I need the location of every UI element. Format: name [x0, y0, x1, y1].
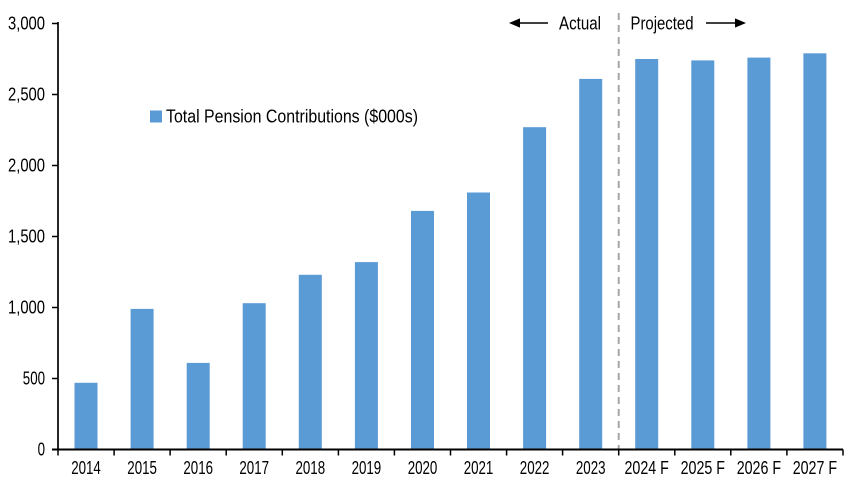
y-tick-label: 1,500 — [8, 227, 45, 247]
bar-2027-f — [803, 53, 827, 450]
y-tick-label: 3,000 — [8, 14, 45, 34]
bar-2014 — [74, 382, 98, 450]
projected-label: Projected — [631, 14, 694, 34]
actual-arrow-head-icon — [509, 18, 520, 28]
x-tick-label: 2022 — [520, 458, 550, 478]
legend-marker-icon — [150, 110, 162, 123]
bar-2015 — [130, 308, 154, 450]
x-tick-label: 2015 — [127, 458, 157, 478]
x-tick-label: 2023 — [576, 458, 606, 478]
x-tick-label: 2020 — [408, 458, 438, 478]
y-tick-label: 2,000 — [8, 156, 45, 176]
x-tick-label: 2019 — [352, 458, 382, 478]
axes-layer: 2014 2015 2016 2017 2018 2019 2020 2021 2022 2023… — [8, 14, 844, 478]
bar-2016 — [186, 362, 210, 450]
x-tick-label: 2026 F — [737, 458, 781, 478]
y-tick-label: 1,000 — [8, 298, 45, 318]
bar-2022 — [523, 127, 547, 450]
bar-2026-f — [747, 57, 771, 450]
x-tick-label: 2017 — [239, 458, 269, 478]
x-tick-label: 2025 F — [681, 458, 725, 478]
actual-label: Actual — [559, 14, 601, 34]
bars-layer — [74, 53, 827, 450]
x-tick-label: 2014 — [71, 458, 101, 478]
y-tick-label: 2,500 — [8, 85, 45, 105]
bar-2023 — [579, 78, 603, 450]
bar-2018 — [298, 274, 322, 450]
bar-2021 — [467, 192, 490, 450]
annotation-projected: Projected — [631, 14, 746, 34]
x-tick-label: 2016 — [183, 458, 213, 478]
y-tick-label: 500 — [23, 369, 45, 389]
x-tick-label: 2027 F — [793, 458, 837, 478]
projected-arrow-head-icon — [735, 18, 746, 28]
x-tick-label: 2024 F — [625, 458, 669, 478]
annotation-actual: Actual — [509, 14, 601, 34]
legend-label: Total Pension Contributions ($000s) — [166, 107, 418, 127]
x-tick-label: 2021 — [464, 458, 494, 478]
bar-2017 — [242, 303, 266, 450]
bar-2019 — [354, 262, 378, 450]
bar-2025-f — [691, 60, 715, 450]
y-tick-label: 0 — [38, 440, 45, 460]
bar-2020 — [411, 210, 434, 450]
legend: Total Pension Contributions ($000s) — [150, 107, 418, 127]
bar-2024-f — [635, 59, 659, 450]
x-tick-label: 2018 — [296, 458, 326, 478]
